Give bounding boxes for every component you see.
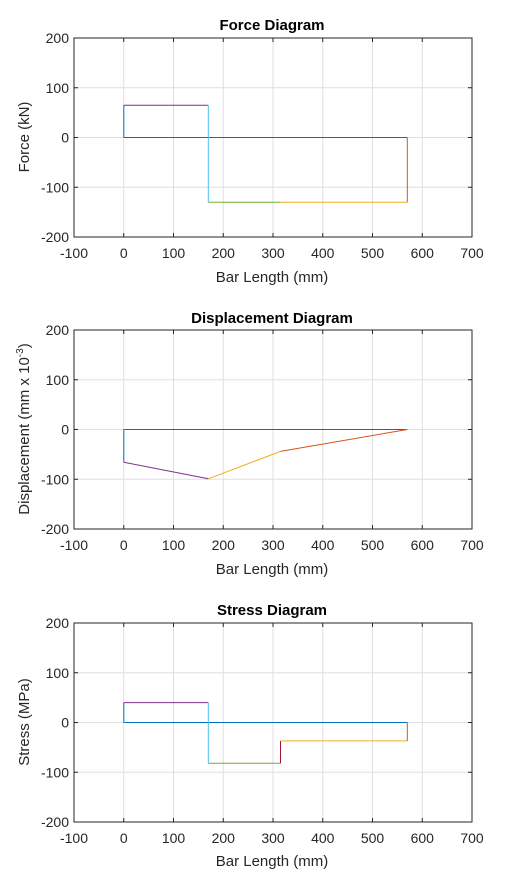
y-tick-label: 200: [46, 322, 70, 338]
x-tick-label: 500: [361, 245, 385, 261]
x-tick-label: 500: [361, 537, 385, 553]
y-axis-label: Stress (MPa): [16, 678, 33, 766]
x-tick-label: -100: [60, 830, 88, 846]
x-tick-label: 0: [120, 245, 128, 261]
x-tick-label: 300: [261, 830, 285, 846]
y-tick-label: -200: [41, 229, 69, 245]
y-axis-label: Displacement (mm x 10-3): [15, 343, 33, 514]
force-chart: Force Diagram Bar Length (mm) Force (kN)…: [16, 17, 484, 286]
x-tick-label: 700: [460, 830, 484, 846]
y-tick-label: 200: [46, 615, 70, 631]
y-tick-label: 100: [46, 665, 70, 681]
chart-title: Force Diagram: [219, 17, 324, 34]
y-tick-label: 200: [46, 30, 70, 46]
x-tick-label: 100: [162, 245, 186, 261]
y-tick-label: 0: [61, 715, 69, 731]
x-tick-label: 400: [311, 830, 335, 846]
plot-area: -100 0 100 200 300 400 500 600 7002001000-100-20…: [41, 30, 484, 261]
x-tick-label: 600: [411, 245, 435, 261]
y-tick-label: -100: [41, 471, 69, 487]
chart-title: Stress Diagram: [217, 602, 327, 619]
x-tick-label: 700: [460, 245, 484, 261]
x-tick-label: 400: [311, 245, 335, 261]
x-tick-label: 400: [311, 537, 335, 553]
x-axis-label: Bar Length (mm): [216, 269, 329, 286]
x-tick-label: 0: [120, 830, 128, 846]
y-tick-label: 0: [61, 422, 69, 438]
y-axis-label-close: ): [16, 343, 33, 348]
x-tick-label: 500: [361, 830, 385, 846]
x-tick-label: 700: [460, 537, 484, 553]
series-segment: [280, 429, 408, 452]
x-tick-label: 0: [120, 537, 128, 553]
chart-title: Displacement Diagram: [191, 310, 353, 327]
y-axis-label-exponent: -3: [15, 348, 26, 357]
x-tick-label: 200: [212, 537, 236, 553]
y-tick-label: 0: [61, 130, 69, 146]
y-tick-label: -100: [41, 179, 69, 195]
y-tick-label: 100: [46, 372, 70, 388]
displacement-chart: Displacement Diagram Bar Length (mm) Dis…: [15, 310, 484, 578]
x-tick-label: -100: [60, 537, 88, 553]
y-tick-label: -200: [41, 814, 69, 830]
x-tick-label: 100: [162, 830, 186, 846]
y-axis-label: Force (kN): [16, 102, 33, 173]
y-axis-label-main: Displacement (mm x 10: [16, 357, 33, 515]
x-tick-label: 100: [162, 537, 186, 553]
series-segment: [208, 450, 281, 480]
y-tick-label: 100: [46, 80, 70, 96]
y-tick-label: -100: [41, 764, 69, 780]
x-tick-label: 200: [212, 830, 236, 846]
x-tick-label: 300: [261, 537, 285, 553]
x-tick-label: 300: [261, 245, 285, 261]
x-axis-label: Bar Length (mm): [216, 853, 329, 870]
x-tick-label: -100: [60, 245, 88, 261]
x-tick-label: 600: [411, 537, 435, 553]
y-tick-label: -200: [41, 521, 69, 537]
series-segment: [123, 461, 209, 480]
plot-area: -100 0 100 200 300 400 500 600 7002001000-100-20…: [41, 322, 484, 553]
x-tick-label: 200: [212, 245, 236, 261]
plot-area: -100 0 100 200 300 400 500 600 7002001000-100-20…: [41, 615, 484, 846]
x-tick-label: 600: [411, 830, 435, 846]
x-axis-label: Bar Length (mm): [216, 561, 329, 578]
stress-chart: Stress Diagram Bar Length (mm) Stress (M…: [16, 602, 484, 870]
